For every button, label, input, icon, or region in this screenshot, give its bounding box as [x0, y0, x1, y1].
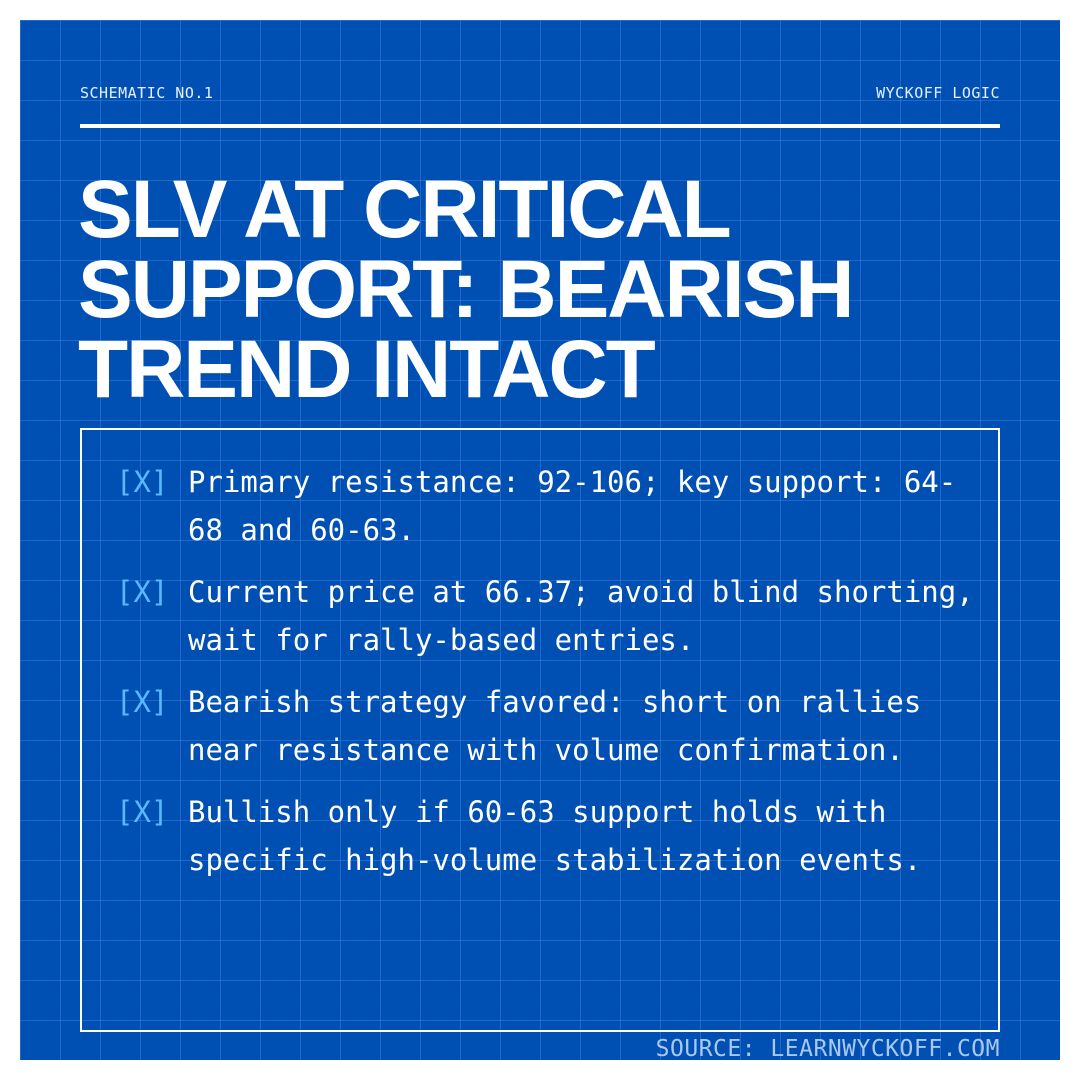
item-text: Bullish only if 60-63 support holds with…	[188, 795, 922, 877]
x-marker-icon: [X]	[116, 795, 169, 829]
item-text: Bearish strategy favored: short on ralli…	[188, 685, 922, 767]
brand-label: WYCKOFF LOGIC	[876, 84, 1000, 102]
item-text: Current price at 66.37; avoid blind shor…	[188, 575, 974, 657]
list-item: [X] Current price at 66.37; avoid blind s…	[116, 568, 998, 664]
item-text: Primary resistance: 92-106; key support:…	[188, 465, 957, 547]
page-title: SLV AT CRITICAL SUPPORT: BEARISH TREND I…	[78, 164, 854, 415]
divider	[80, 124, 1000, 128]
x-marker-icon: [X]	[116, 575, 169, 609]
schematic-card: SCHEMATIC NO.1 WYCKOFF LOGIC SLV AT CRIT…	[20, 20, 1060, 1060]
schematic-label: SCHEMATIC NO.1	[80, 84, 214, 102]
list-item: [X] Bullish only if 60-63 support holds w…	[116, 788, 998, 884]
x-marker-icon: [X]	[116, 685, 169, 719]
points-box: [X] Primary resistance: 92-106; key suppo…	[80, 428, 1000, 1032]
x-marker-icon: [X]	[116, 465, 169, 499]
list-item: [X] Bearish strategy favored: short on ra…	[116, 678, 998, 774]
source-credit: SOURCE: LEARNWYCKOFF.COM	[655, 1036, 1000, 1060]
list-item: [X] Primary resistance: 92-106; key suppo…	[116, 458, 998, 554]
points-list: [X] Primary resistance: 92-106; key suppo…	[82, 430, 998, 884]
